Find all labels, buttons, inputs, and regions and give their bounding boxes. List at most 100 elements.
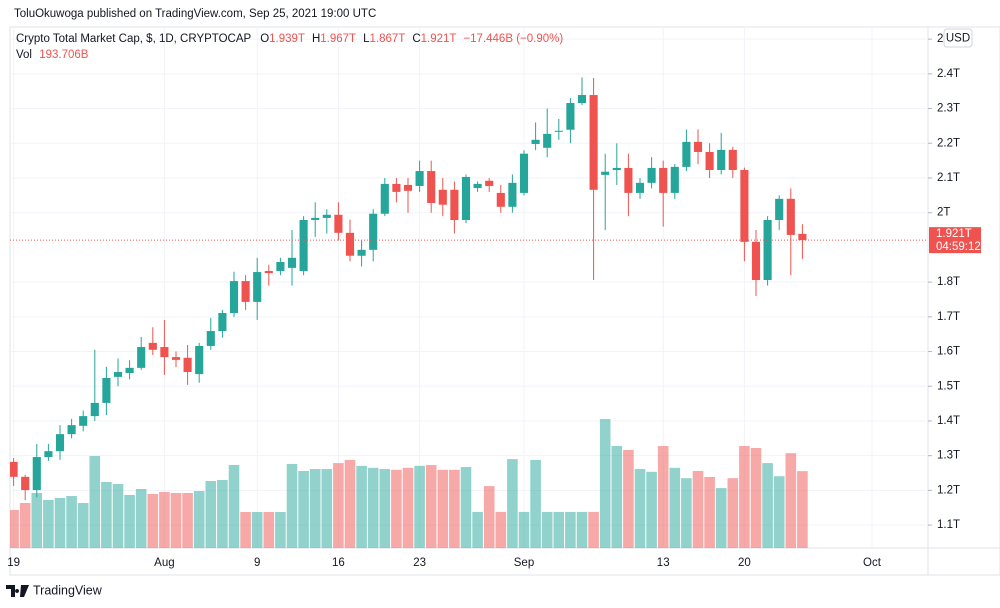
volume-bar [240, 512, 251, 548]
candle-body [206, 331, 215, 346]
candle-body [44, 451, 53, 458]
candle-body [670, 166, 679, 193]
candle-body [137, 347, 146, 368]
volume-bar [472, 511, 483, 548]
candle-body [380, 183, 389, 214]
volume-bar [251, 512, 263, 548]
y-tick-label: 1.8T [937, 276, 960, 288]
candle-body [79, 416, 88, 426]
volume-value: 193.706B [39, 49, 89, 61]
volume-bar [657, 446, 669, 548]
volume-bar [553, 511, 565, 548]
candle-body [612, 167, 621, 171]
candle-body [55, 434, 65, 452]
candle-body [554, 130, 563, 132]
x-tick-label: Aug [154, 557, 174, 569]
y-tick-label: 1.1T [937, 519, 960, 531]
volume-bar [159, 492, 170, 548]
candle-body [241, 281, 250, 302]
candle-body [67, 425, 76, 435]
volume-bar [727, 478, 739, 548]
candle-body [717, 149, 726, 171]
candle-body [229, 281, 239, 314]
volume-bar [460, 467, 472, 548]
y-tick-label: 2.4T [937, 68, 960, 80]
y-tick-label: 1.7T [937, 311, 960, 323]
candle-body [253, 272, 262, 302]
volume-bar [228, 464, 240, 548]
volume-bar [54, 498, 66, 548]
volume-bar [19, 503, 31, 548]
publisher: ToluOkuwoga published on TradingView.com… [14, 8, 376, 20]
volume-bar [112, 483, 124, 548]
candle-body [264, 271, 273, 274]
brand-name: TradingView [33, 583, 103, 597]
candle-body [299, 219, 308, 272]
volume-bar [785, 453, 797, 548]
candle-body [403, 184, 413, 191]
candle-body [786, 198, 795, 235]
volume-bar [414, 465, 425, 548]
last-price-label: 1.921T [936, 228, 972, 240]
candle-body [322, 214, 331, 218]
volume-bar [623, 449, 634, 548]
ohlc-key: L [363, 33, 370, 45]
candle-body [531, 139, 540, 144]
candle-body [357, 249, 366, 256]
volume-bar [437, 469, 449, 548]
candle-body [775, 198, 784, 220]
volume-bar [286, 463, 298, 548]
volume-bar [762, 463, 773, 548]
last-price-tag [929, 227, 981, 254]
volume-bar [576, 511, 588, 548]
volume-bar [217, 479, 228, 548]
currency-button[interactable] [943, 28, 973, 48]
x-tick-label: 23 [413, 557, 426, 569]
volume-bar [611, 446, 623, 548]
candle-body [334, 214, 343, 233]
volume-bar [692, 471, 704, 548]
ohlc-value: 1.867T [370, 33, 406, 45]
candle-body [438, 189, 447, 205]
candle-body [566, 103, 575, 130]
volume-bar [518, 511, 530, 548]
volume-bar [89, 456, 101, 548]
ohlc-key: H [312, 33, 320, 45]
volume-bar [715, 488, 727, 548]
candle-body [647, 167, 656, 183]
volume-bar [797, 471, 808, 548]
candle-body [160, 347, 169, 358]
candle-body [705, 151, 714, 171]
candle-body [218, 313, 227, 332]
volume-bar [367, 467, 379, 548]
volume-bar [10, 509, 19, 548]
candle-body [415, 171, 424, 186]
currency-label[interactable]: USD [946, 33, 970, 45]
candle-body [485, 180, 494, 186]
volume-bar [309, 469, 321, 548]
candle-body [21, 476, 30, 491]
volume-bar [101, 482, 112, 548]
x-tick-label: 19 [7, 557, 20, 569]
ohlc-key: C [412, 33, 420, 45]
candle-body [659, 167, 668, 193]
volume-bar [147, 493, 159, 548]
y-tick-label: 2.2T [937, 137, 960, 149]
x-tick-label: 9 [254, 557, 260, 569]
volume-bar [425, 465, 437, 548]
symbol-title: Crypto Total Market Cap, $, 1D, CRYPTOCA… [16, 33, 252, 45]
volume-bar [669, 467, 681, 548]
volume-bar [739, 446, 750, 548]
candle-body [473, 183, 482, 189]
volume-bar [333, 463, 344, 548]
y-tick-label: 1.6T [937, 346, 960, 358]
candle-body [519, 153, 529, 193]
candle-body [496, 192, 505, 207]
volume-bar [773, 476, 785, 548]
ohlc-key: O [260, 33, 269, 45]
candle-body [183, 357, 192, 373]
volume-name: Vol [16, 49, 32, 61]
candle-body [577, 95, 587, 104]
volume-bar [449, 469, 460, 548]
